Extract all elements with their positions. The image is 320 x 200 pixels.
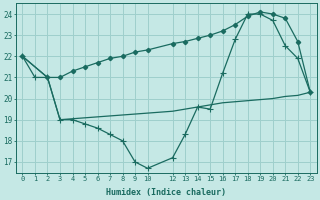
- X-axis label: Humidex (Indice chaleur): Humidex (Indice chaleur): [106, 188, 226, 197]
